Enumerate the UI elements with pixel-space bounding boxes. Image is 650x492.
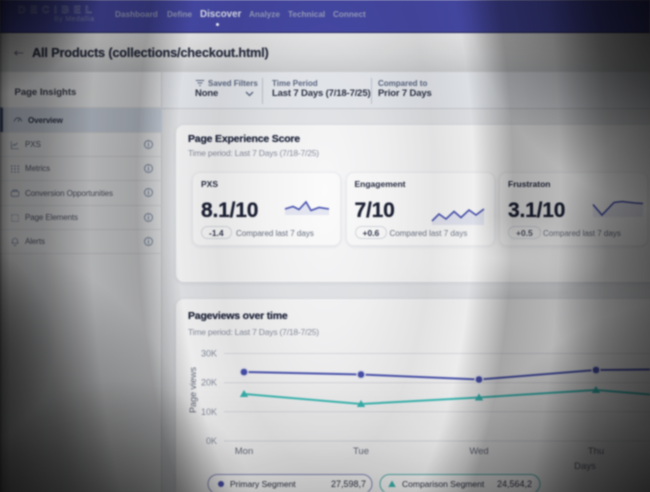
svg-text:Page views: Page views <box>188 366 198 413</box>
svg-text:Primary Segment: Primary Segment <box>230 479 296 489</box>
svg-text:24,564,2: 24,564,2 <box>497 479 532 489</box>
svg-text:20K: 20K <box>201 378 217 388</box>
svg-text:0K: 0K <box>206 436 217 446</box>
svg-text:10K: 10K <box>201 407 217 417</box>
svg-text:Tue: Tue <box>353 446 369 457</box>
svg-text:Comparison Segment: Comparison Segment <box>402 479 485 489</box>
svg-text:Mon: Mon <box>235 446 253 457</box>
svg-text:Thu: Thu <box>588 446 604 457</box>
svg-text:27,598,7: 27,598,7 <box>331 479 366 489</box>
svg-text:30K: 30K <box>201 349 217 359</box>
svg-text:Days: Days <box>574 461 596 472</box>
svg-text:Wed: Wed <box>469 446 488 457</box>
